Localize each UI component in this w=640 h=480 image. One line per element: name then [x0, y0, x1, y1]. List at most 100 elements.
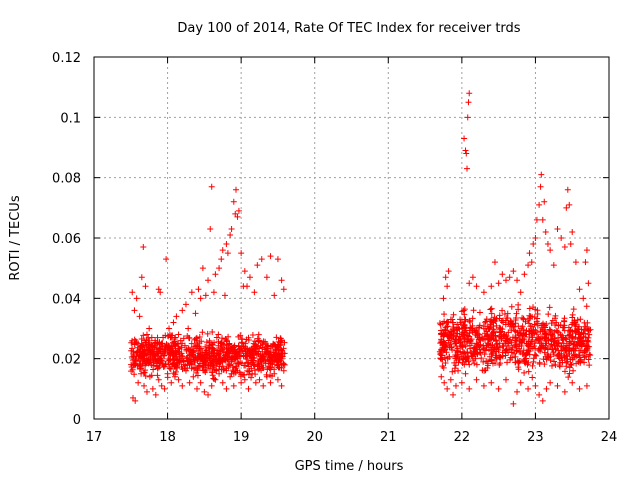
- data-point: [526, 328, 533, 335]
- data-point: [156, 345, 163, 352]
- data-point: [578, 340, 585, 347]
- data-point: [170, 319, 177, 326]
- data-point: [523, 350, 530, 357]
- data-point: [530, 241, 537, 248]
- data-point: [529, 374, 536, 381]
- data-point: [456, 356, 463, 363]
- data-point: [249, 370, 256, 377]
- data-point: [538, 342, 545, 349]
- data-point: [142, 372, 149, 379]
- data-point: [141, 348, 148, 355]
- data-point: [245, 334, 252, 341]
- data-point: [495, 385, 502, 392]
- data-point: [242, 340, 249, 347]
- data-point: [442, 324, 449, 331]
- data-point: [511, 342, 518, 349]
- data-point: [499, 271, 506, 278]
- data-point: [490, 333, 497, 340]
- data-point: [561, 368, 568, 375]
- data-point: [274, 376, 281, 383]
- data-point: [174, 365, 181, 372]
- data-point: [266, 365, 273, 372]
- data-point: [217, 348, 224, 355]
- data-point: [230, 370, 237, 377]
- data-point: [495, 280, 502, 287]
- data-point: [536, 335, 543, 342]
- data-point: [230, 198, 237, 205]
- data-point: [210, 289, 217, 296]
- data-point: [539, 216, 546, 223]
- data-point: [571, 338, 578, 345]
- data-point: [202, 292, 209, 299]
- data-point: [278, 382, 285, 389]
- data-point: [271, 341, 278, 348]
- data-point: [566, 331, 573, 338]
- data-point: [444, 331, 451, 338]
- data-point: [542, 342, 549, 349]
- data-point: [196, 334, 203, 341]
- data-point: [586, 362, 593, 369]
- x-tick-label: 20: [306, 430, 323, 445]
- data-point: [444, 385, 451, 392]
- x-tick-label: 17: [86, 430, 103, 445]
- x-tick-labels: 17 18 19 20 21 22 23 24: [86, 430, 618, 445]
- data-point: [529, 362, 536, 369]
- data-point: [563, 359, 570, 366]
- data-point: [473, 361, 480, 368]
- data-point: [449, 368, 456, 375]
- data-point: [464, 338, 471, 345]
- data-point: [208, 341, 215, 348]
- data-point: [182, 301, 189, 308]
- data-point: [441, 354, 448, 361]
- data-point: [136, 313, 143, 320]
- data-point: [228, 355, 235, 362]
- data-point: [572, 259, 579, 266]
- data-point: [199, 265, 206, 272]
- data-point: [275, 361, 282, 368]
- data-point: [536, 201, 543, 208]
- data-point: [267, 351, 274, 358]
- data-point: [280, 360, 287, 367]
- y-tick-labels: 0 0.02 0.04 0.06 0.08 0.1 0.12: [52, 51, 81, 428]
- data-point: [489, 350, 496, 357]
- data-point: [561, 353, 568, 360]
- data-point: [469, 274, 476, 281]
- data-point: [150, 366, 157, 373]
- data-point: [520, 347, 527, 354]
- data-point: [586, 351, 593, 358]
- data-point: [138, 274, 145, 281]
- data-point: [545, 354, 552, 361]
- data-point: [514, 277, 521, 284]
- data-point: [264, 350, 271, 357]
- data-point: [200, 357, 207, 364]
- data-point: [521, 336, 528, 343]
- data-point: [211, 366, 218, 373]
- data-point: [206, 337, 213, 344]
- data-point: [463, 358, 470, 365]
- data-point: [235, 349, 242, 356]
- data-point: [258, 355, 265, 362]
- data-point: [233, 365, 240, 372]
- data-point: [462, 316, 469, 323]
- data-point: [161, 385, 168, 392]
- data-point: [518, 338, 525, 345]
- data-point: [224, 250, 231, 257]
- y-tick-label: 0.02: [52, 353, 81, 368]
- data-point: [512, 353, 519, 360]
- data-point: [439, 363, 446, 370]
- data-point: [175, 331, 182, 338]
- data-point: [521, 369, 528, 376]
- data-point: [232, 210, 239, 217]
- data-point: [515, 331, 522, 338]
- data-point: [526, 305, 533, 312]
- data-point: [450, 311, 457, 318]
- data-point: [459, 359, 466, 366]
- data-point: [556, 355, 563, 362]
- data-point: [273, 334, 280, 341]
- data-point: [213, 367, 220, 374]
- data-point: [470, 349, 477, 356]
- data-point: [526, 312, 533, 319]
- data-point: [171, 335, 178, 342]
- data-point: [234, 352, 241, 359]
